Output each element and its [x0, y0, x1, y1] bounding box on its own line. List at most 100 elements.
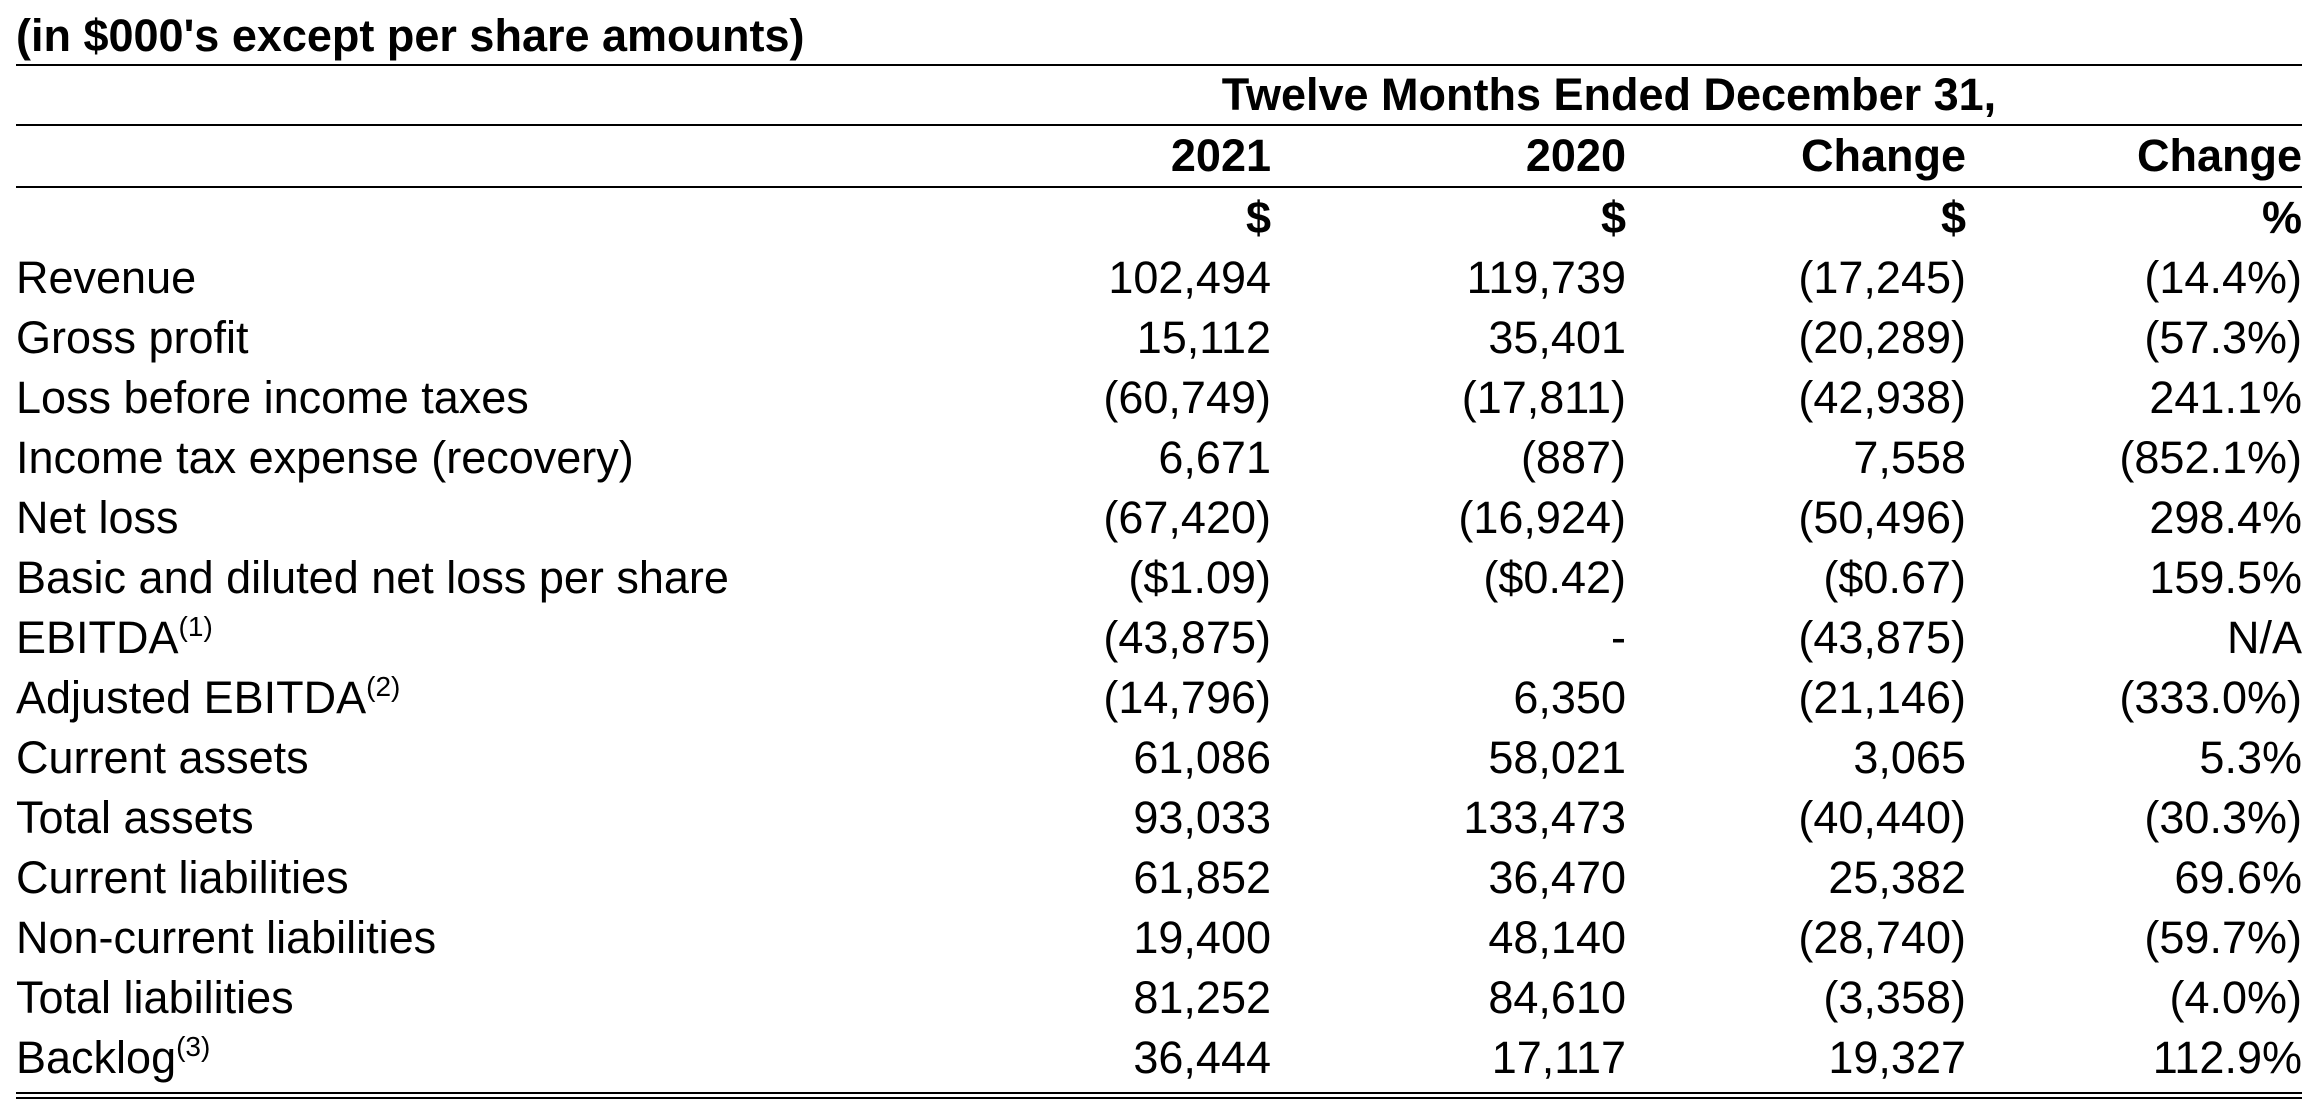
value-change-amount: ($0.67) — [1823, 552, 1966, 603]
table-title: (in $000's except per share amounts) — [16, 8, 2302, 66]
column-header-blank — [16, 126, 1066, 188]
value-change-amount: (3,358) — [1823, 972, 1966, 1023]
row-label: Basic and diluted net loss per share — [16, 552, 729, 603]
value-change-amount: (17,245) — [1798, 252, 1966, 303]
table-row: Income tax expense (recovery) 6,671 (887) 7… — [16, 428, 2302, 488]
table-body: Revenue 102,494 119,739 (17,245) (14.4%) Gros… — [16, 248, 2302, 1088]
period-header: Twelve Months Ended December 31, — [1221, 69, 1997, 120]
row-label-cell: Non-current liabilities — [16, 908, 1066, 968]
column-header-row: 2021 2020 Change Change — [16, 126, 2302, 188]
row-label-cell: Total liabilities — [16, 968, 1066, 1028]
row-label-cell: Gross profit — [16, 308, 1066, 368]
row-label: Non-current liabilities — [16, 912, 437, 963]
value-2020: 6,350 — [1513, 672, 1626, 723]
value-2020: 133,473 — [1463, 792, 1626, 843]
row-label-cell: Basic and diluted net loss per share — [16, 548, 1066, 608]
footnote-marker: (3) — [176, 1031, 211, 1062]
row-label-cell: Loss before income taxes — [16, 368, 1066, 428]
table-row: Loss before income taxes (60,749) (17,811)… — [16, 368, 2302, 428]
row-label-cell: Revenue — [16, 248, 1066, 308]
value-change-percent: N/A — [2226, 612, 2302, 663]
column-header-change-percent: Change — [1966, 126, 2302, 188]
row-label-cell: EBITDA(1) — [16, 608, 1066, 668]
table-row: Total assets 93,033 133,473 (40,440) (30.3%) — [16, 788, 2302, 848]
value-change-percent: 112.9% — [2152, 1032, 2302, 1083]
value-2021: ($1.09) — [1128, 552, 1271, 603]
value-change-amount: (40,440) — [1798, 792, 1966, 843]
bottom-rule-double — [16, 1097, 2302, 1099]
value-change-percent: (59.7%) — [2144, 912, 2302, 963]
row-label-cell: Income tax expense (recovery) — [16, 428, 1066, 488]
unit-2021: $ — [1245, 192, 1271, 243]
value-2021: 36,444 — [1133, 1032, 1271, 1083]
value-change-amount: (28,740) — [1798, 912, 1966, 963]
value-change-amount: (50,496) — [1798, 492, 1966, 543]
row-label: Current assets — [16, 732, 309, 783]
value-2021: 6,671 — [1158, 432, 1271, 483]
column-header-2020: 2020 — [1271, 126, 1626, 188]
value-2020: - — [1611, 612, 1626, 663]
unit-change-amount: $ — [1940, 192, 1966, 243]
row-label-cell: Net loss — [16, 488, 1066, 548]
value-change-percent: 241.1% — [2149, 372, 2302, 423]
value-2020: 84,610 — [1488, 972, 1626, 1023]
table-row: Revenue 102,494 119,739 (17,245) (14.4%) — [16, 248, 2302, 308]
value-change-percent: (57.3%) — [2144, 312, 2302, 363]
value-change-percent: (333.0%) — [2119, 672, 2302, 723]
row-label: Adjusted EBITDA — [16, 672, 367, 723]
table-row: Net loss (67,420) (16,924) (50,496) 298.4% — [16, 488, 2302, 548]
value-change-amount: 19,327 — [1828, 1032, 1966, 1083]
row-label-cell: Adjusted EBITDA(2) — [16, 668, 1066, 728]
table-row: Adjusted EBITDA(2) (14,796) 6,350 (21,146) (… — [16, 668, 2302, 728]
table-row: Non-current liabilities 19,400 48,140 (28,7… — [16, 908, 2302, 968]
value-change-percent: (852.1%) — [2119, 432, 2302, 483]
value-change-percent: (4.0%) — [2169, 972, 2302, 1023]
table-row: EBITDA(1) (43,875) - (43,875) N/A — [16, 608, 2302, 668]
value-change-amount: (21,146) — [1798, 672, 1966, 723]
row-label: Loss before income taxes — [16, 372, 529, 423]
row-label: Current liabilities — [16, 852, 349, 903]
value-2021: (67,420) — [1103, 492, 1271, 543]
row-label: Income tax expense (recovery) — [16, 432, 634, 483]
row-label-cell: Current assets — [16, 728, 1066, 788]
value-2021: 93,033 — [1133, 792, 1271, 843]
value-2020: 36,470 — [1488, 852, 1626, 903]
unit-2020: $ — [1600, 192, 1626, 243]
value-change-percent: 298.4% — [2149, 492, 2302, 543]
table-row: Current liabilities 61,852 36,470 25,382 69.… — [16, 848, 2302, 908]
value-2021: 19,400 — [1133, 912, 1271, 963]
row-label-cell: Total assets — [16, 788, 1066, 848]
bottom-rule — [16, 1092, 2302, 1094]
value-2020: (887) — [1520, 432, 1626, 483]
row-label: EBITDA — [16, 612, 179, 663]
value-2020: 48,140 — [1488, 912, 1626, 963]
value-change-amount: 7,558 — [1853, 432, 1966, 483]
value-2021: 81,252 — [1133, 972, 1271, 1023]
table-row: Basic and diluted net loss per share ($1.… — [16, 548, 2302, 608]
value-2020: ($0.42) — [1483, 552, 1626, 603]
row-label: Gross profit — [16, 312, 249, 363]
table-row: Gross profit 15,112 35,401 (20,289) (57.3%) — [16, 308, 2302, 368]
value-2021: 61,852 — [1133, 852, 1271, 903]
value-2020: 58,021 — [1488, 732, 1626, 783]
value-2021: 61,086 — [1133, 732, 1271, 783]
value-change-amount: (43,875) — [1798, 612, 1966, 663]
value-change-amount: 25,382 — [1828, 852, 1966, 903]
table-row: Backlog(3) 36,444 17,117 19,327 112.9% — [16, 1028, 2302, 1088]
value-2020: (17,811) — [1461, 372, 1626, 423]
column-header-change-amount: Change — [1626, 126, 1966, 188]
value-2021: (14,796) — [1103, 672, 1271, 723]
value-2020: 119,739 — [1466, 252, 1626, 303]
unit-row: $ $ $ % — [16, 187, 2302, 248]
period-header-row: Twelve Months Ended December 31, — [16, 66, 2302, 126]
unit-blank — [16, 187, 1066, 248]
row-label: Total assets — [16, 792, 254, 843]
unit-change-percent: % — [2261, 192, 2302, 243]
row-label-cell: Backlog(3) — [16, 1028, 1066, 1088]
value-2021: (43,875) — [1103, 612, 1271, 663]
value-change-percent: 159.5% — [2149, 552, 2302, 603]
footnote-marker: (2) — [366, 671, 401, 702]
row-label: Revenue — [16, 252, 197, 303]
value-change-amount: 3,065 — [1853, 732, 1966, 783]
financial-table: 2021 2020 Change Change $ $ $ % Revenue 1… — [16, 126, 2302, 1088]
